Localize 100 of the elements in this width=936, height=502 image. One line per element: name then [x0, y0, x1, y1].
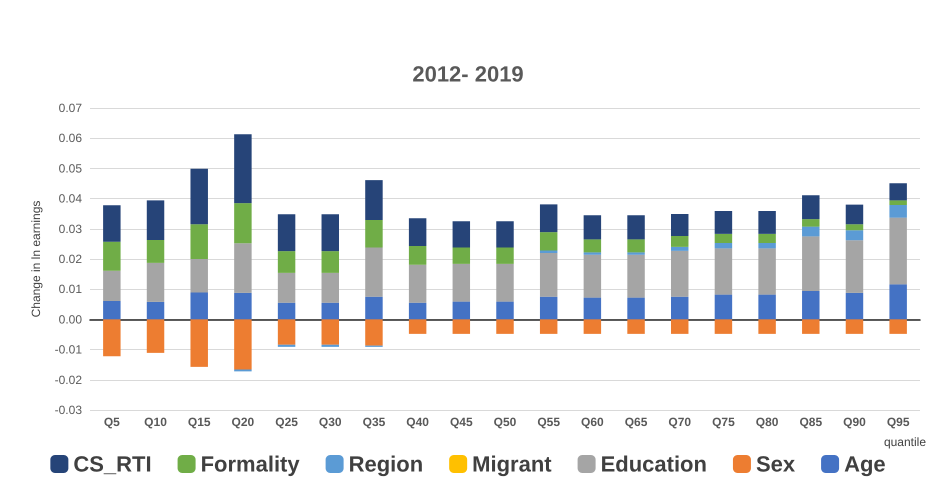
- bar: [846, 230, 864, 240]
- x-tick-label: Q10: [144, 415, 168, 429]
- bar: [627, 252, 645, 255]
- bar: [322, 272, 339, 303]
- bar: [584, 239, 602, 252]
- bar: [365, 180, 383, 220]
- bar: [540, 319, 558, 334]
- bar: [103, 300, 121, 320]
- legend-label: Age: [844, 452, 886, 476]
- bar: [802, 219, 820, 227]
- bar: [408, 264, 426, 303]
- x-tick-label: Q70: [668, 415, 692, 429]
- chart-title: 2012- 2019: [412, 62, 524, 86]
- bar: [496, 248, 514, 264]
- x-tick-label: Q30: [318, 415, 342, 429]
- bar: [146, 302, 164, 320]
- bar: [889, 200, 907, 205]
- bar: [671, 319, 688, 334]
- bar: [758, 294, 776, 320]
- bar: [146, 240, 164, 263]
- bar: [408, 319, 426, 334]
- bar: [802, 226, 820, 236]
- bar: [758, 248, 776, 295]
- legend-label: Migrant: [472, 452, 552, 476]
- y-tick-label: 0.05: [58, 161, 82, 176]
- bar: [846, 240, 864, 293]
- bar: [627, 239, 645, 252]
- bar: [103, 319, 121, 356]
- bar: [278, 251, 296, 273]
- bar: [190, 224, 208, 259]
- bar: [540, 296, 558, 320]
- bar: [802, 195, 820, 220]
- bar: [322, 251, 339, 273]
- x-tick-label: Q75: [712, 415, 736, 429]
- bar: [452, 319, 470, 334]
- bar: [190, 292, 208, 320]
- bar: [278, 272, 296, 303]
- bar: [322, 302, 339, 320]
- bar: [365, 220, 383, 248]
- bar: [758, 242, 776, 248]
- x-tick-label: Q80: [756, 415, 779, 429]
- bar: [452, 221, 470, 248]
- x-axis-title: quantile: [884, 435, 926, 449]
- bar: [190, 259, 208, 293]
- bar: [234, 203, 252, 244]
- y-tick-label: 0.06: [58, 131, 82, 146]
- y-tick-label: -0.02: [54, 372, 82, 387]
- bar: [889, 183, 907, 200]
- legend-label: Education: [600, 452, 707, 476]
- bar: [714, 294, 732, 320]
- bar: [584, 252, 602, 255]
- bar: [103, 242, 121, 271]
- x-tick-label: Q35: [362, 415, 386, 429]
- x-tick-label: Q45: [450, 415, 473, 429]
- y-tick-label: 0.02: [58, 252, 82, 266]
- bar: [540, 252, 558, 297]
- bar: [671, 236, 688, 247]
- bar: [496, 221, 514, 248]
- legend-label: Formality: [200, 452, 300, 476]
- x-tick-label: Q25: [275, 415, 298, 429]
- y-axis-title: Change in ln earnings: [29, 200, 43, 318]
- bar: [234, 134, 252, 204]
- x-tick-label: Q5: [104, 415, 120, 429]
- legend-label: Region: [348, 452, 424, 476]
- bar: [365, 296, 383, 320]
- bar: [278, 214, 296, 252]
- y-tick-label: 0.03: [58, 222, 82, 236]
- bar: [627, 298, 645, 320]
- bar: [846, 204, 864, 224]
- bar: [714, 242, 732, 248]
- bar: [234, 243, 252, 293]
- bar: [846, 319, 864, 334]
- bar: [278, 302, 296, 320]
- bar: [802, 319, 820, 334]
- x-tick-label: Q85: [799, 415, 822, 429]
- bar: [714, 319, 732, 334]
- bar: [103, 205, 121, 242]
- bar: [889, 319, 907, 334]
- bar: [365, 248, 383, 297]
- x-tick-label: Q65: [624, 415, 648, 429]
- bar: [802, 236, 820, 292]
- bar: [714, 248, 732, 295]
- x-tick-label: Q90: [843, 415, 866, 429]
- bar: [146, 262, 164, 302]
- bar: [452, 248, 470, 264]
- bar: [496, 319, 514, 334]
- x-tick-label: Q20: [232, 415, 255, 429]
- bar: [584, 254, 602, 298]
- x-tick-label: Q55: [537, 415, 560, 429]
- bar: [627, 254, 645, 298]
- y-tick-label: 0.04: [58, 192, 82, 206]
- legend-label: Sex: [756, 452, 796, 476]
- x-tick-label: Q15: [188, 415, 211, 429]
- bar: [408, 302, 426, 320]
- bar: [584, 298, 602, 320]
- bar: [671, 250, 688, 297]
- bar: [671, 246, 688, 251]
- x-tick-label: Q50: [494, 415, 517, 429]
- y-tick-label: -0.03: [54, 403, 82, 417]
- bar: [714, 210, 732, 234]
